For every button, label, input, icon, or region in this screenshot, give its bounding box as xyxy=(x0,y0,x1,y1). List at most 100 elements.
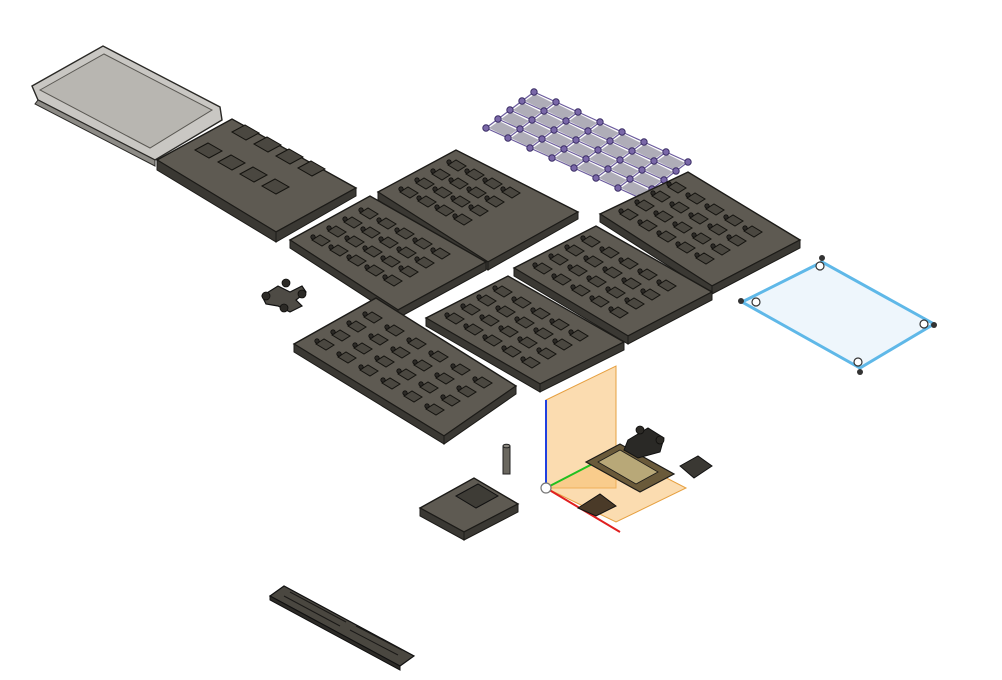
plate-bottom-left[interactable] xyxy=(292,297,518,445)
sketch-node[interactable] xyxy=(530,88,538,96)
pocket xyxy=(369,333,389,346)
pin-hole xyxy=(326,225,332,231)
sketch-node[interactable] xyxy=(526,144,534,152)
pin-hole xyxy=(368,333,374,339)
pocket xyxy=(651,190,671,203)
assembly-parts[interactable] xyxy=(576,425,713,517)
pocket xyxy=(531,307,551,320)
sketch-node[interactable] xyxy=(604,165,612,173)
pocket xyxy=(433,186,453,199)
pocket xyxy=(692,232,712,245)
sketch-node[interactable] xyxy=(582,155,590,163)
sketch-node[interactable] xyxy=(574,108,582,116)
pin-hole xyxy=(310,234,316,240)
sketch-node[interactable] xyxy=(552,98,560,106)
pocket xyxy=(676,241,696,254)
sketch-node[interactable] xyxy=(528,116,536,124)
pocket xyxy=(625,297,645,310)
sketch-node[interactable] xyxy=(494,115,502,123)
tray-slots xyxy=(193,124,327,195)
sketch-node[interactable] xyxy=(628,147,636,155)
pocket xyxy=(695,252,715,265)
pocket xyxy=(480,314,500,327)
pin-hole xyxy=(330,329,336,335)
sketch-node[interactable] xyxy=(662,148,670,156)
pocket xyxy=(477,294,497,307)
plate-right[interactable] xyxy=(598,171,802,295)
pin-hole xyxy=(621,277,627,283)
base-tray[interactable] xyxy=(155,118,358,243)
sketch-node[interactable] xyxy=(548,154,556,162)
sketch-node[interactable] xyxy=(560,145,568,153)
pocket xyxy=(553,338,573,351)
sketch-node[interactable] xyxy=(482,124,490,132)
pin-hole xyxy=(428,350,434,356)
pin-hole xyxy=(352,342,358,348)
pocket xyxy=(315,338,335,351)
sketch-node[interactable] xyxy=(562,117,570,125)
label-bar[interactable] xyxy=(268,585,416,671)
pocket xyxy=(686,192,706,205)
sketch-node[interactable] xyxy=(684,158,692,166)
pin-hole xyxy=(358,207,364,213)
sketch-node[interactable] xyxy=(570,164,578,172)
sketch-node[interactable] xyxy=(650,157,658,165)
sketch-grid[interactable] xyxy=(482,88,692,202)
sketch-node[interactable] xyxy=(672,167,680,175)
sketch-node[interactable] xyxy=(626,175,634,183)
sketch-node[interactable] xyxy=(592,174,600,182)
pocket xyxy=(359,207,379,220)
pin-hole xyxy=(466,186,472,192)
sketch-node[interactable] xyxy=(504,134,512,142)
sketch-node[interactable] xyxy=(540,107,548,115)
pin-hole xyxy=(432,186,438,192)
pin-hole xyxy=(434,372,440,378)
plate-mid-center[interactable] xyxy=(512,225,714,345)
sketch-node[interactable] xyxy=(616,156,624,164)
sketch-node[interactable] xyxy=(538,135,546,143)
sketch-node[interactable] xyxy=(614,184,622,192)
sketch-node[interactable] xyxy=(584,127,592,135)
plate-bottom-center[interactable] xyxy=(424,275,626,393)
selected-outline[interactable] xyxy=(738,255,938,375)
pin-hole xyxy=(380,377,386,383)
pin[interactable] xyxy=(502,443,511,475)
pocket xyxy=(654,210,674,223)
small-block[interactable] xyxy=(418,477,520,541)
pin-hole xyxy=(360,226,366,232)
pin-hole xyxy=(342,216,348,222)
pin-hole xyxy=(374,355,380,361)
sketch-node[interactable] xyxy=(550,126,558,134)
sketch-node[interactable] xyxy=(606,137,614,145)
pocket xyxy=(329,244,349,257)
sketch-node[interactable] xyxy=(516,125,524,133)
pocket xyxy=(413,359,433,372)
sketch-node[interactable] xyxy=(572,136,580,144)
pin-hole xyxy=(440,394,446,400)
sketch-node[interactable] xyxy=(518,97,526,105)
pin-hole xyxy=(586,275,592,281)
sketch-node[interactable] xyxy=(638,166,646,174)
sketch-node[interactable] xyxy=(596,118,604,126)
pin-hole xyxy=(336,351,342,357)
sketch-node[interactable] xyxy=(640,138,648,146)
pocket xyxy=(451,195,471,208)
pin-hole xyxy=(364,264,370,270)
pocket xyxy=(689,212,709,225)
tray-lid[interactable] xyxy=(31,45,223,167)
pocket xyxy=(502,345,522,358)
bowtie-part[interactable] xyxy=(261,278,307,313)
plate-mid-left[interactable] xyxy=(288,195,488,319)
pin-hole xyxy=(314,338,320,344)
sketch-node[interactable] xyxy=(594,146,602,154)
pocket xyxy=(673,221,693,234)
sketch-node[interactable] xyxy=(618,128,626,136)
pocket xyxy=(337,351,357,364)
sketch-node[interactable] xyxy=(506,106,514,114)
pin-hole xyxy=(380,255,386,261)
pin-hole xyxy=(430,247,436,253)
pin-hole xyxy=(605,286,611,292)
pocket xyxy=(467,186,487,199)
